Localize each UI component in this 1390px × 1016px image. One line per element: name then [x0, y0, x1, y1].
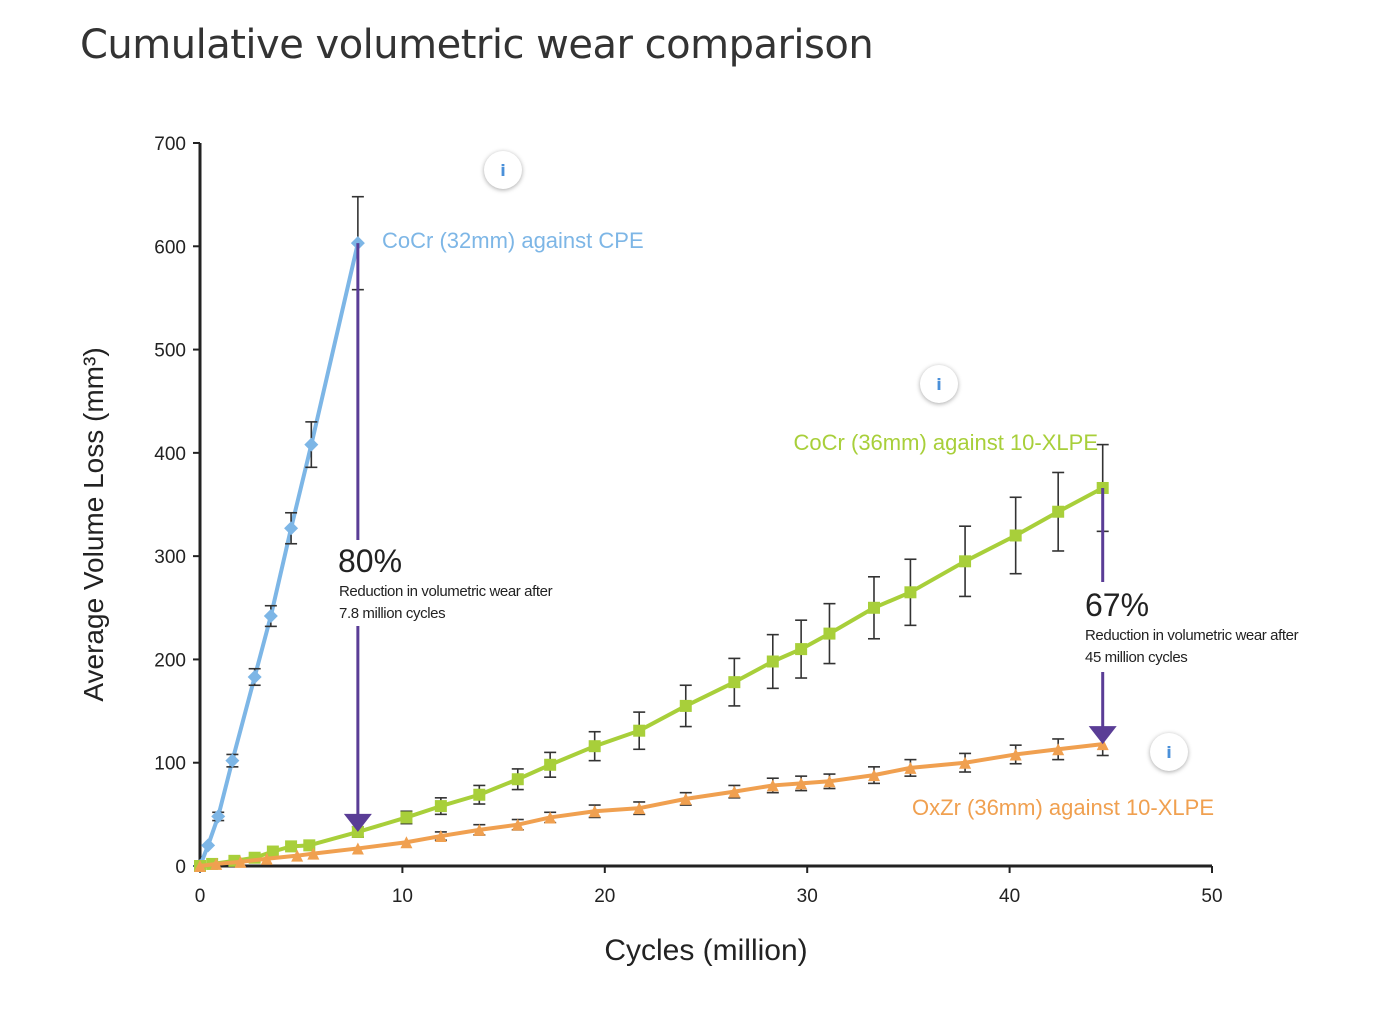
data-point-cocr36 — [511, 773, 524, 786]
annotation-80-text-line1: Reduction in volumetric wear after — [339, 583, 553, 600]
annotation-80-text-line2: 7.8 million cycles — [339, 605, 445, 622]
axes: 0 100 200 300 400 500 600 700 0 10 20 30 40 50 Cycles … — [78, 134, 1223, 967]
series-label-oxzr36: OxZr (36mm) against 10-XLPE — [912, 795, 1214, 820]
y-axis-label: Average Volume Loss (mm³) — [78, 347, 109, 701]
data-point-oxzr36 — [795, 777, 808, 790]
data-point-oxzr36 — [210, 857, 223, 870]
data-point-oxzr36 — [544, 811, 557, 824]
data-point-cocr36 — [867, 601, 880, 614]
data-point-oxzr36 — [291, 849, 304, 862]
y-tick-label: 400 — [154, 444, 186, 465]
data-point-oxzr36 — [194, 860, 206, 872]
data-point-oxzr36 — [351, 842, 364, 855]
data-point-oxzr36 — [766, 779, 779, 792]
data-point-cocr36 — [285, 840, 298, 853]
data-point-cocr36 — [303, 839, 316, 852]
data-point-oxzr36 — [234, 855, 247, 868]
data-point-cocr36 — [1009, 529, 1022, 542]
page-title: Cumulative volumetric wear comparison — [80, 22, 874, 68]
data-point-oxzr36 — [823, 775, 836, 788]
x-axis-label: Cycles (million) — [604, 934, 807, 967]
x-tick-label: 50 — [1201, 886, 1222, 907]
data-point-cocr32 — [247, 669, 262, 684]
info-button-cocr32[interactable]: i — [484, 151, 522, 189]
data-point-cocr32 — [201, 838, 216, 853]
data-point-oxzr36 — [867, 769, 880, 782]
data-point-oxzr36 — [260, 852, 273, 865]
x-tick-label: 0 — [195, 886, 206, 907]
y-tick-label: 700 — [154, 134, 186, 155]
data-point-oxzr36 — [588, 805, 601, 818]
data-point-cocr32 — [225, 753, 240, 768]
annotation-80-percent: 80% — [338, 543, 402, 579]
data-point-oxzr36 — [633, 802, 646, 815]
annotation-67-text-line2: 45 million cycles — [1085, 649, 1187, 666]
data-point-cocr36 — [266, 845, 279, 858]
data-point-cocr36 — [823, 627, 836, 640]
data-point-cocr36 — [1052, 505, 1065, 518]
data-point-cocr36 — [400, 811, 413, 824]
annotation-67-backing — [1080, 582, 1352, 672]
data-point-cocr36 — [473, 788, 486, 801]
y-tick-label: 600 — [154, 237, 186, 258]
data-point-oxzr36 — [400, 836, 413, 849]
series-layer — [193, 195, 1109, 873]
data-point-oxzr36 — [307, 847, 320, 860]
reduction-arrow-head — [1088, 726, 1117, 745]
data-point-cocr32 — [284, 521, 299, 536]
series-cocr32 — [193, 195, 365, 873]
data-point-cocr36 — [544, 758, 557, 771]
data-point-oxzr36 — [1009, 748, 1022, 761]
info-button-oxzr36[interactable]: i — [1150, 733, 1188, 771]
annotation-ann80 — [343, 243, 372, 832]
data-point-oxzr36 — [728, 785, 741, 798]
data-point-oxzr36 — [679, 792, 692, 805]
y-tick-label: 100 — [154, 754, 186, 775]
data-point-cocr36 — [588, 740, 601, 753]
data-point-cocr32 — [304, 437, 319, 452]
x-tick-label: 10 — [392, 886, 413, 907]
annotations: 80% Reduction in volumetric wear after 7.8… — [333, 243, 1352, 832]
data-point-cocr36 — [904, 586, 917, 599]
data-point-cocr36 — [679, 699, 692, 712]
info-button-cocr36[interactable]: i — [920, 365, 958, 403]
x-tick-label: 40 — [999, 886, 1020, 907]
series-label-cocr36: CoCr (36mm) against 10-XLPE — [794, 430, 1098, 455]
series-labels: CoCr (32mm) against CPE CoCr (36mm) again… — [382, 228, 1214, 820]
annotation-67-text-line1: Reduction in volumetric wear after — [1085, 627, 1299, 644]
x-tick-label: 20 — [594, 886, 615, 907]
y-tick-label: 300 — [154, 547, 186, 568]
data-point-oxzr36 — [434, 830, 447, 843]
data-point-oxzr36 — [511, 818, 524, 831]
data-point-cocr36 — [434, 800, 447, 813]
annotation-80-backing — [333, 540, 605, 626]
data-point-cocr36 — [728, 676, 741, 689]
data-point-oxzr36 — [1052, 743, 1065, 756]
data-point-cocr32 — [263, 609, 278, 624]
data-point-cocr36 — [766, 655, 779, 668]
y-tick-label: 0 — [175, 857, 186, 878]
data-point-cocr36 — [959, 555, 972, 568]
data-point-cocr36 — [795, 643, 808, 656]
data-point-cocr32 — [211, 809, 226, 824]
y-tick-label: 200 — [154, 650, 186, 671]
data-point-cocr36 — [633, 724, 646, 737]
data-point-oxzr36 — [473, 823, 486, 836]
annotation-67-percent: 67% — [1085, 587, 1149, 623]
data-point-oxzr36 — [959, 756, 972, 769]
series-label-cocr32: CoCr (32mm) against CPE — [382, 228, 644, 253]
reduction-arrow-head — [343, 813, 372, 832]
y-tick-label: 500 — [154, 341, 186, 362]
data-point-oxzr36 — [904, 761, 917, 774]
x-tick-label: 30 — [797, 886, 818, 907]
